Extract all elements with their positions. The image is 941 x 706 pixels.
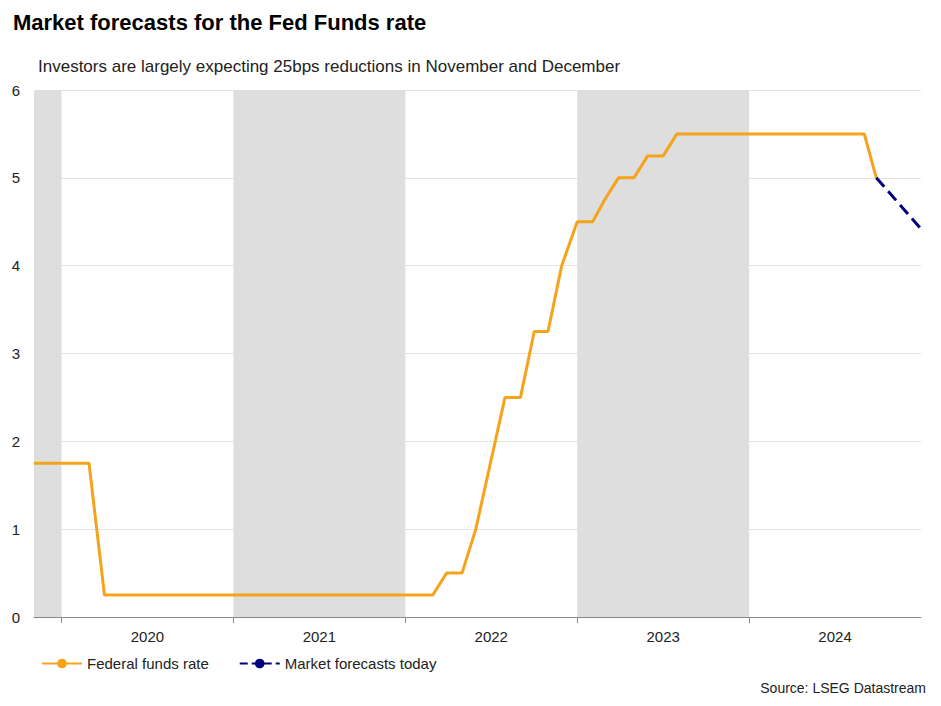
svg-text:1: 1 <box>12 521 20 538</box>
svg-text:3: 3 <box>12 345 20 362</box>
svg-text:2020: 2020 <box>131 628 164 645</box>
svg-text:2: 2 <box>12 433 20 450</box>
svg-text:5: 5 <box>12 169 20 186</box>
svg-text:Market forecasts today: Market forecasts today <box>285 655 437 672</box>
svg-text:2023: 2023 <box>646 628 679 645</box>
svg-text:Market forecasts for the Fed F: Market forecasts for the Fed Funds rate <box>13 10 426 35</box>
svg-text:Investors are largely expectin: Investors are largely expecting 25bps re… <box>38 57 620 76</box>
svg-text:Source: LSEG Datastream: Source: LSEG Datastream <box>760 680 926 696</box>
svg-text:Federal funds rate: Federal funds rate <box>87 655 209 672</box>
svg-text:0: 0 <box>12 609 20 626</box>
svg-text:2022: 2022 <box>475 628 508 645</box>
svg-text:2021: 2021 <box>303 628 336 645</box>
svg-text:6: 6 <box>12 82 20 99</box>
svg-text:2024: 2024 <box>818 628 851 645</box>
svg-text:4: 4 <box>12 257 20 274</box>
